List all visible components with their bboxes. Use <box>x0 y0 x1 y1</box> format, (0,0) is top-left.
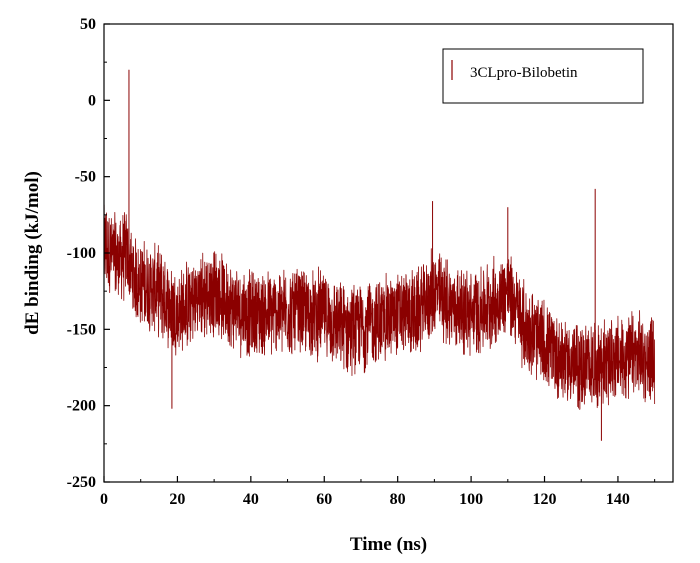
x-tick-label: 100 <box>459 491 483 508</box>
series-layer <box>103 69 656 441</box>
y-tick-label: 0 <box>88 92 96 109</box>
x-tick-label: 0 <box>100 491 108 508</box>
series-line-3clpro-bilobetin <box>103 204 656 410</box>
y-axis-title: dE binding (kJ/mol) <box>22 171 43 335</box>
x-axis: 0 20 40 60 80 100 120 140 <box>100 476 656 508</box>
x-tick-label: 140 <box>606 491 630 508</box>
legend-label: 3CLpro-Bilobetin <box>470 65 578 81</box>
x-tick-label: 60 <box>316 491 332 508</box>
y-tick-label: -250 <box>67 474 96 491</box>
y-tick-label: -150 <box>67 321 96 338</box>
x-axis-title: Time (ns) <box>350 534 427 555</box>
x-tick-label: 20 <box>169 491 185 508</box>
legend-box <box>442 48 644 104</box>
y-tick-label: -100 <box>67 245 96 262</box>
legend: 3CLpro-Bilobetin <box>442 48 644 104</box>
y-tick-label: -50 <box>75 169 96 186</box>
x-tick-label: 120 <box>533 491 557 508</box>
x-tick-label: 40 <box>243 491 259 508</box>
x-tick-label: 80 <box>390 491 406 508</box>
y-axis: 50 0 -50 -100 -150 -200 -250 <box>67 16 110 491</box>
y-tick-label: 50 <box>80 16 96 33</box>
y-tick-label: -200 <box>67 398 96 415</box>
